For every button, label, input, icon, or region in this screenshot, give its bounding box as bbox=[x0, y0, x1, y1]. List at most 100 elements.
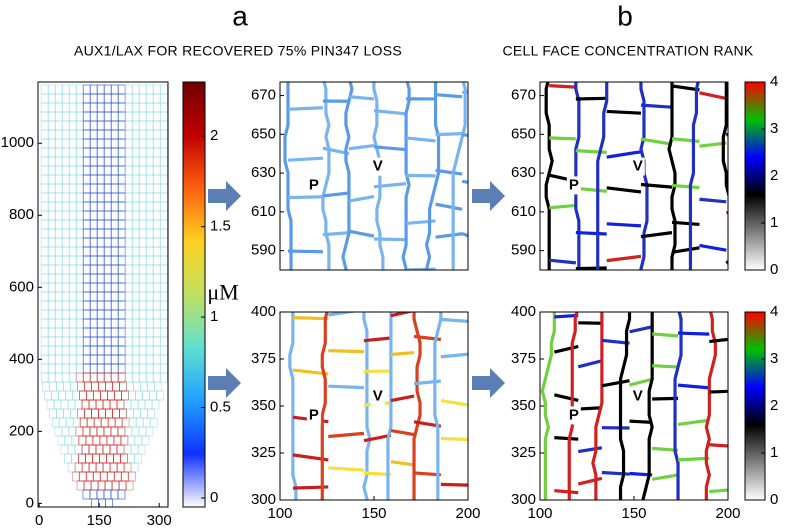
cell-wall bbox=[348, 229, 375, 238]
cell-wall bbox=[124, 291, 133, 302]
cell-wall bbox=[47, 201, 56, 212]
cell-wall bbox=[677, 418, 710, 427]
cell-wall bbox=[142, 390, 151, 401]
cell-wall bbox=[40, 201, 49, 212]
cell-wall bbox=[320, 312, 329, 500]
cell-wall bbox=[61, 228, 70, 239]
cell-wall bbox=[147, 381, 155, 392]
cell-wall bbox=[67, 399, 76, 410]
cell-wall bbox=[401, 82, 411, 270]
cell-wall bbox=[64, 435, 73, 446]
cell-wall bbox=[103, 210, 112, 221]
cell-wall bbox=[103, 309, 112, 320]
cell-wall bbox=[107, 417, 116, 428]
cell-wall bbox=[124, 129, 133, 140]
cell-wall bbox=[145, 219, 154, 230]
cell-wall bbox=[117, 210, 126, 221]
y-tick-label: 610 bbox=[511, 203, 536, 220]
arrow bbox=[208, 368, 241, 398]
cell-wall bbox=[131, 192, 140, 203]
cell-wall bbox=[138, 372, 147, 383]
cell-wall bbox=[47, 156, 56, 167]
cell-wall bbox=[145, 336, 154, 347]
cell-wall bbox=[138, 183, 147, 194]
cell-wall bbox=[103, 138, 112, 149]
cell-wall bbox=[124, 282, 133, 293]
cell-wall bbox=[68, 354, 77, 365]
cell-wall bbox=[54, 354, 63, 365]
y-tick-label: 300 bbox=[251, 491, 276, 508]
cell-wall bbox=[159, 246, 168, 257]
cell-wall bbox=[138, 282, 147, 293]
cell-wall bbox=[363, 336, 392, 343]
cell-wall bbox=[82, 129, 91, 140]
cell-wall bbox=[89, 201, 98, 212]
cell-wall bbox=[78, 471, 87, 482]
cell-wall bbox=[152, 246, 161, 257]
cell-wall bbox=[49, 381, 57, 392]
cell-wall bbox=[640, 103, 673, 109]
cell-wall bbox=[152, 219, 161, 230]
cell-wall bbox=[435, 168, 463, 176]
cell-wall bbox=[103, 336, 112, 347]
cell-wall bbox=[68, 237, 77, 248]
cell-wall bbox=[159, 264, 168, 275]
cell-wall bbox=[78, 435, 87, 446]
y-tick-label: 375 bbox=[251, 350, 276, 367]
cell-wall bbox=[131, 84, 140, 95]
cell-wall bbox=[54, 219, 63, 230]
cell-wall bbox=[134, 435, 143, 446]
cell-wall bbox=[110, 165, 119, 176]
cell-wall bbox=[117, 273, 126, 284]
cell-wall bbox=[117, 138, 126, 149]
frame bbox=[37, 81, 169, 508]
cell-wall bbox=[82, 219, 91, 230]
y-tick-label: 670 bbox=[511, 87, 536, 104]
y-tick-label: 600 bbox=[9, 278, 34, 295]
cell-wall bbox=[103, 192, 112, 203]
cell-wall bbox=[82, 246, 91, 257]
annotation: V bbox=[633, 388, 643, 405]
cell-wall bbox=[117, 192, 126, 203]
cell-wall bbox=[117, 327, 126, 338]
cell-wall bbox=[40, 84, 49, 95]
cell-wall bbox=[145, 255, 154, 266]
cell-wall bbox=[61, 93, 70, 104]
cell-wall bbox=[147, 408, 155, 419]
cell-wall bbox=[553, 393, 579, 402]
cell-wall bbox=[95, 444, 104, 455]
cell-wall bbox=[118, 480, 127, 491]
cell-wall bbox=[89, 174, 98, 185]
cell-wall bbox=[606, 109, 642, 115]
cell-wall bbox=[152, 282, 161, 293]
cell-wall bbox=[68, 201, 77, 212]
cell-wall bbox=[138, 174, 147, 185]
cell-wall bbox=[152, 93, 161, 104]
cell-wall bbox=[110, 192, 119, 203]
cell-wall bbox=[82, 174, 91, 185]
cell-wall bbox=[110, 156, 119, 167]
cell-wall bbox=[51, 390, 60, 401]
cell-wall bbox=[117, 372, 126, 383]
cell-wall bbox=[405, 136, 436, 143]
cell-wall bbox=[61, 201, 70, 212]
cell-wall bbox=[89, 210, 98, 221]
cell-wall bbox=[328, 349, 364, 354]
cell-wall bbox=[145, 237, 154, 248]
cell-wall bbox=[60, 444, 69, 455]
cell-wall bbox=[145, 300, 154, 311]
cell-wall bbox=[699, 197, 727, 204]
cell-wall bbox=[96, 174, 105, 185]
cell-wall bbox=[61, 255, 70, 266]
cell-wall bbox=[70, 408, 78, 419]
cell-wall bbox=[554, 436, 579, 441]
cell-wall bbox=[68, 210, 77, 221]
cell-wall bbox=[71, 435, 80, 446]
cell-wall bbox=[321, 82, 331, 270]
cell-wall bbox=[699, 243, 727, 252]
cell-wall bbox=[138, 228, 147, 239]
cell-wall bbox=[61, 273, 70, 284]
cell-wall bbox=[40, 246, 49, 257]
x-tick-label: 150 bbox=[87, 512, 112, 528]
cell-wall bbox=[54, 363, 63, 374]
